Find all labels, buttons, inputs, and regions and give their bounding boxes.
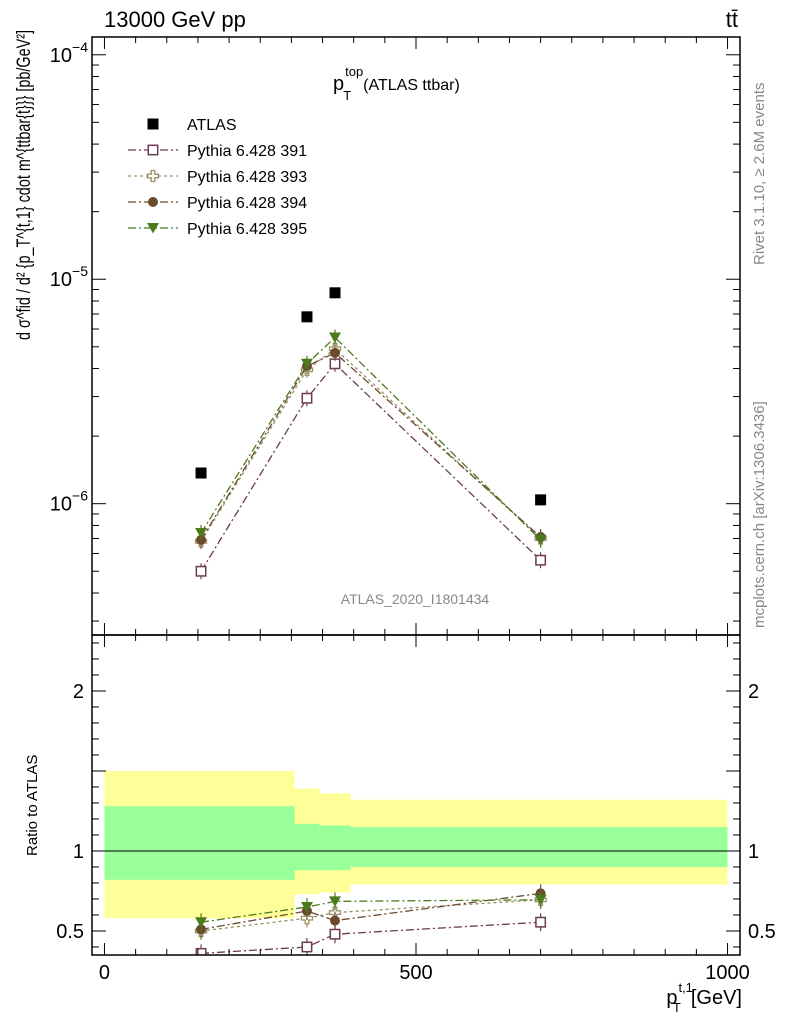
y-tick-label-ratio-left-0: 0.5 bbox=[56, 921, 84, 943]
mcplots-label: mcplots.cern.ch [arXiv:1306.3436] bbox=[751, 401, 768, 628]
main-series-3 bbox=[196, 344, 546, 548]
ratio-uncertainty-bands bbox=[92, 771, 740, 919]
rivet-label: Rivet 3.1.10, ≥ 2.6M events bbox=[751, 83, 768, 266]
ratio-series-line-0 bbox=[200, 921, 541, 955]
y-tick-label-main-2: 10−4 bbox=[50, 39, 88, 67]
main-point-3-2 bbox=[330, 347, 340, 358]
main-point-4-1 bbox=[300, 358, 313, 370]
y-tick-label-main-0: 10−6 bbox=[50, 488, 88, 516]
ratio-point-0-3 bbox=[535, 916, 547, 928]
legend-marker-1 bbox=[147, 144, 159, 156]
main-point-0-2 bbox=[329, 287, 341, 299]
green-band-1 bbox=[294, 823, 320, 871]
ratio-point-0-0 bbox=[195, 947, 207, 955]
process-label: tt̄ bbox=[726, 7, 738, 32]
ratio-point-3-3 bbox=[534, 894, 547, 906]
y-tick-label-ratio-right-0: 0.5 bbox=[748, 921, 776, 943]
main-series-0 bbox=[195, 287, 547, 506]
ratio-series-line-3 bbox=[200, 899, 541, 923]
x-axis-label: pt,1 T [GeV] bbox=[666, 980, 742, 1015]
main-point-1-1 bbox=[301, 392, 313, 404]
ratio-point-3-2 bbox=[329, 896, 341, 907]
analysis-watermark: ATLAS_2020_I1801434 bbox=[341, 591, 490, 607]
legend: ATLAS Pythia 6.428 391 Pythia 6.428 393 Pyt… bbox=[128, 117, 307, 238]
green-band-0 bbox=[104, 806, 295, 880]
main-series-line-4 bbox=[200, 336, 542, 541]
legend-marker-4 bbox=[147, 223, 159, 234]
main-point-0-3 bbox=[535, 494, 547, 506]
ratio-ylabel: Ratio to ATLAS bbox=[24, 755, 41, 856]
main-point-1-3 bbox=[535, 554, 547, 566]
main-series-line-1 bbox=[200, 362, 542, 572]
ratio-point-2-2 bbox=[330, 915, 340, 926]
x-tick-label-2: 1000 bbox=[705, 962, 750, 984]
legend-label-0: ATLAS bbox=[187, 117, 237, 134]
main-point-4-3 bbox=[534, 534, 547, 546]
legend-label-3: Pythia 6.428 394 bbox=[187, 195, 307, 212]
main-series-4 bbox=[195, 329, 547, 548]
ratio-series-line-2 bbox=[200, 892, 541, 931]
ratio-point-0-2 bbox=[329, 928, 341, 940]
main-point-0-1 bbox=[301, 311, 313, 323]
legend-label-4: Pythia 6.428 395 bbox=[187, 221, 307, 238]
ratio-point-0-1 bbox=[301, 941, 313, 953]
main-point-1-0 bbox=[195, 565, 207, 577]
main-point-4-2 bbox=[329, 332, 341, 344]
main-ylabel: d σ^fid / d² {p_T^{t,1} cdot m^{ttbar{t}… bbox=[14, 30, 35, 340]
x-tick-label-1: 500 bbox=[399, 962, 432, 984]
x-tick-label-0: 0 bbox=[99, 962, 110, 984]
ratio-panel-series bbox=[194, 884, 547, 955]
ratio-series-3 bbox=[195, 890, 547, 932]
legend-label-2: Pythia 6.428 393 bbox=[187, 169, 307, 186]
ratio-series-line-1 bbox=[200, 899, 541, 932]
legend-marker-2 bbox=[146, 169, 160, 183]
main-point-4-0 bbox=[195, 528, 208, 539]
legend-marker-0 bbox=[147, 118, 159, 130]
green-band-2 bbox=[319, 825, 351, 871]
y-tick-label-ratio-right-2: 2 bbox=[748, 681, 759, 703]
ratio-point-3-1 bbox=[300, 902, 313, 913]
legend-marker-3 bbox=[148, 197, 158, 207]
ratio-point-3-0 bbox=[195, 917, 208, 928]
y-tick-label-ratio-left-2: 2 bbox=[73, 681, 84, 703]
y-tick-label-main-1: 10−5 bbox=[50, 263, 88, 291]
main-series-line-2 bbox=[200, 347, 542, 542]
energy-label: 13000 GeV pp bbox=[104, 7, 246, 32]
main-series-2 bbox=[194, 340, 547, 550]
main-series-line-3 bbox=[200, 352, 542, 541]
main-series-1 bbox=[195, 355, 547, 580]
main-panel-series bbox=[194, 287, 547, 580]
green-band-3 bbox=[350, 827, 728, 867]
y-tick-label-ratio-left-1: 1 bbox=[73, 841, 84, 863]
main-title: ptop T(ATLAS ttbar) bbox=[333, 64, 460, 103]
legend-label-1: Pythia 6.428 391 bbox=[187, 143, 307, 160]
main-point-0-0 bbox=[195, 467, 207, 479]
y-tick-label-ratio-right-1: 1 bbox=[748, 841, 759, 863]
